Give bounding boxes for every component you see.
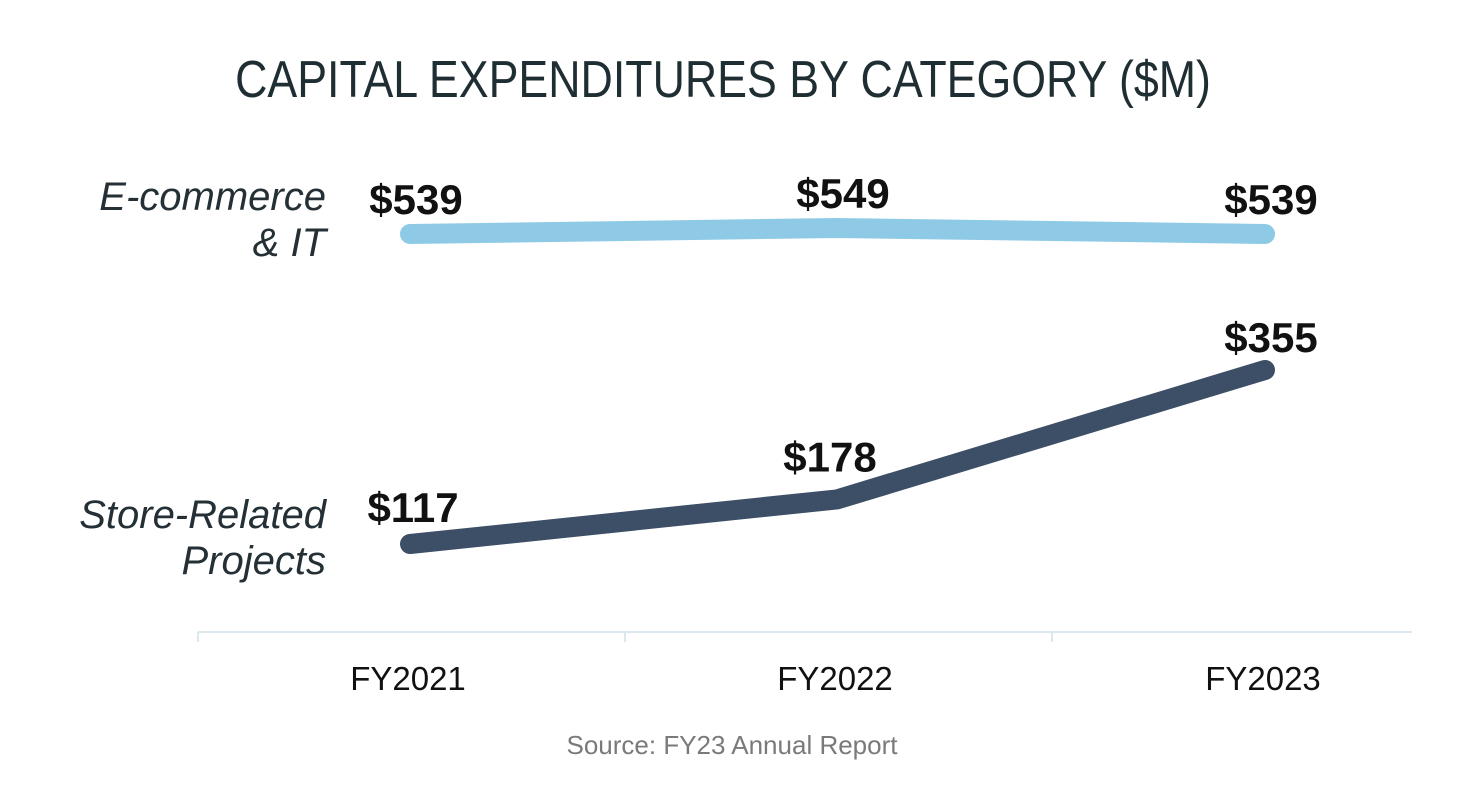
x-tick-label: FY2023 [1205, 660, 1321, 697]
data-label: $549 [796, 170, 889, 217]
series-line-1 [400, 360, 1275, 554]
x-tick-label: FY2021 [350, 660, 466, 697]
series-label-ecommerce: E-commerce & IT [6, 174, 326, 266]
x-tick-label: FY2022 [777, 660, 893, 697]
source-note: Source: FY23 Annual Report [566, 730, 898, 760]
data-label: $178 [783, 433, 876, 480]
series-label-ecommerce-line-1: E-commerce [99, 175, 326, 219]
series-label-store-line-1: Store-Related [79, 493, 326, 537]
chart-title: CAPITAL EXPENDITURES BY CATEGORY ($M) [235, 51, 1211, 109]
series-label-ecommerce-line-2: & IT [252, 221, 326, 265]
series-label-store-line-2: Projects [181, 539, 327, 583]
data-label: $539 [369, 176, 462, 223]
series-label-store: Store-Related Projects [6, 492, 326, 584]
data-label: $117 [367, 484, 458, 531]
series-line-0 [400, 218, 1275, 244]
data-label: $355 [1224, 314, 1317, 361]
data-label: $539 [1224, 176, 1317, 223]
